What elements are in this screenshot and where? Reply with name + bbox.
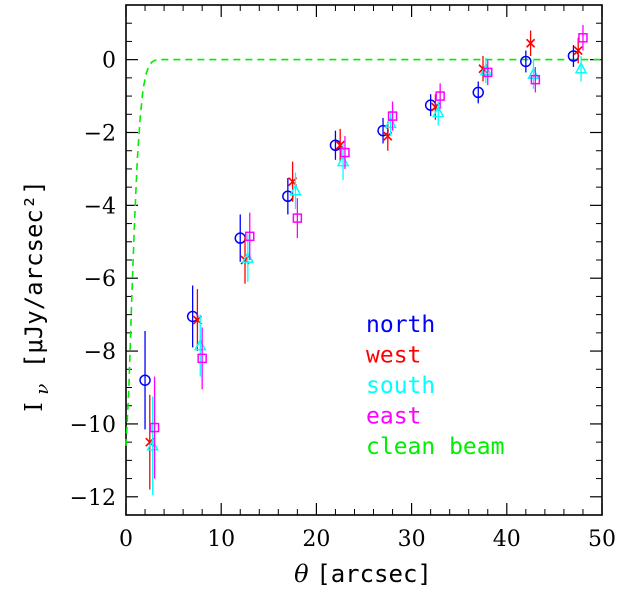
south-point (574, 61, 588, 74)
east-point (340, 147, 350, 158)
south-point (432, 105, 445, 118)
legend-entry-east: east (366, 404, 421, 430)
y-tick-label: −8 (84, 340, 116, 365)
y-tick-label: 0 (102, 49, 116, 74)
east-point (435, 91, 445, 101)
axes-layer: 0 10 20 30 40 50 0 −2 −4 −6 −8 −10 −12 (70, 4, 616, 552)
x-tick-label: 0 (119, 527, 133, 552)
north-point (139, 374, 151, 386)
y-tick-label: −12 (70, 486, 116, 511)
legend: north west south east clean beam (366, 312, 504, 460)
y-axis-subscript: ν (32, 384, 53, 395)
legend-entry-west: west (366, 343, 421, 369)
y-tick-label: −2 (84, 122, 116, 147)
west-point (526, 38, 536, 48)
east-point (387, 111, 398, 121)
east-point (245, 231, 255, 242)
x-tick-label: 50 (588, 527, 616, 552)
y-axis-label: I ν [μJy/arcsec²] (20, 180, 54, 412)
y-tick-label: −10 (70, 413, 116, 438)
east-point (578, 33, 588, 43)
x-tick-label: 10 (207, 527, 235, 552)
y-axis-units: [μJy/arcsec²] (20, 180, 48, 368)
x-tick-label: 20 (302, 527, 330, 552)
west-point-stroke (335, 140, 345, 150)
east-point (483, 67, 493, 78)
east-point (149, 422, 160, 433)
east-point (292, 213, 303, 223)
west-point (573, 45, 583, 56)
x-tick-label: 40 (493, 527, 521, 552)
west-point-stroke (526, 38, 536, 48)
y-tick-label: −6 (84, 267, 116, 292)
east-point (197, 353, 207, 364)
north-point (472, 86, 484, 99)
y-axis-symbol: I (20, 402, 48, 411)
x-axis-symbol: θ (294, 560, 309, 588)
legend-entry-clean-beam: clean beam (366, 434, 504, 460)
west-point-stroke (573, 45, 583, 56)
y-tick-label: −4 (84, 194, 116, 219)
east-point (530, 74, 541, 85)
legend-entry-north: north (366, 312, 435, 338)
north-point (520, 55, 532, 68)
legend-entry-south: south (366, 373, 435, 399)
plot-frame (125, 4, 603, 516)
points-layer (139, 25, 588, 495)
curve-layer (125, 58, 602, 446)
x-axis-label: θ [arcsec] (294, 560, 432, 588)
south-point (289, 183, 302, 196)
x-axis-units: [arcsec] (316, 560, 432, 588)
clean-beam-curve (125, 58, 602, 446)
x-tick-label: 30 (398, 527, 426, 552)
